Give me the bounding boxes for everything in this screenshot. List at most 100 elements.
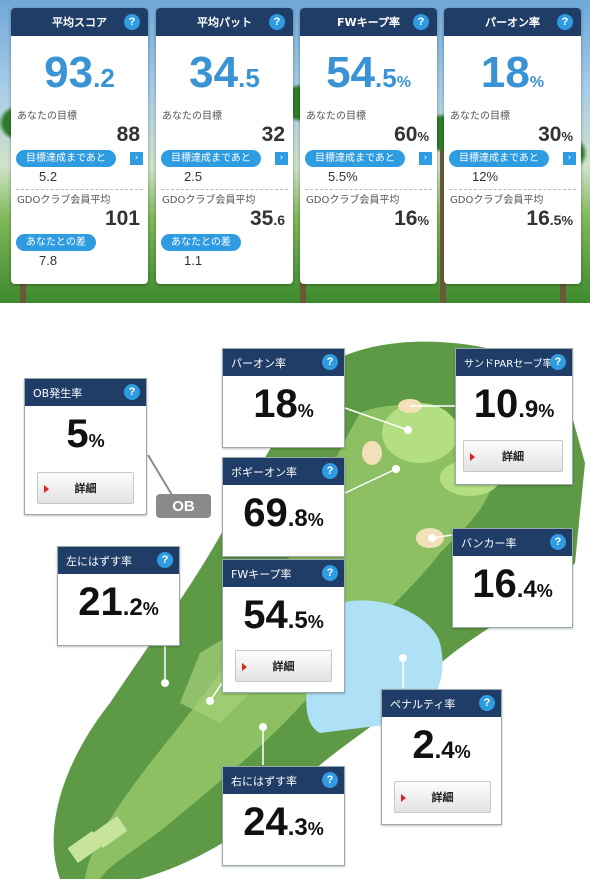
stat-value: 5% <box>66 412 105 456</box>
stat-card-average-score: 平均スコア ? 93.2 あなたの目標 88 目標達成まであと › 5.2 GD… <box>11 8 148 284</box>
triangle-right-icon <box>470 453 475 461</box>
chevron-right-icon[interactable]: › <box>419 152 432 165</box>
remaining-value: 5.5% <box>328 169 358 184</box>
card-title: FWキープ率 <box>231 567 292 581</box>
help-icon[interactable]: ? <box>124 14 140 30</box>
main-value: 18% <box>480 48 545 97</box>
stat-value: 24.3% <box>243 800 324 844</box>
card-header: バンカー率 ? <box>453 529 572 556</box>
card-title: パーオン率 <box>231 356 286 370</box>
divider <box>449 189 576 190</box>
goal-label: あなたの目標 <box>17 111 77 122</box>
card-header: 右にはずす率 ? <box>223 767 344 794</box>
triangle-right-icon <box>242 663 247 671</box>
goal-label: あなたの目標 <box>306 111 366 122</box>
goal-value: 30% <box>538 123 573 146</box>
card-title: バンカー率 <box>461 536 517 550</box>
remaining-value: 5.2 <box>39 169 58 184</box>
chevron-right-icon[interactable]: › <box>275 152 288 165</box>
map-card-par-on: パーオン率 ? 18% <box>222 348 345 448</box>
help-icon[interactable]: ? <box>557 14 573 30</box>
help-icon[interactable]: ? <box>124 384 140 400</box>
difference-value: 1.1 <box>184 253 203 268</box>
gdo-average-value: 16.5% <box>526 207 573 230</box>
tee-box <box>67 831 103 863</box>
card-title: FWキープ率 <box>337 16 400 29</box>
card-header: 左にはずす率 ? <box>58 547 179 574</box>
stat-value: 69.8% <box>243 491 324 535</box>
gdo-average-value: 101 <box>104 207 140 230</box>
remaining-badge: 目標達成まであと <box>305 150 405 167</box>
card-header: FWキープ率 ? <box>223 560 344 587</box>
difference-badge: あなたとの差 <box>161 234 241 251</box>
main-value: 54.5% <box>326 48 411 97</box>
stat-value: 21.2% <box>78 580 159 624</box>
help-icon[interactable]: ? <box>269 14 285 30</box>
help-icon[interactable]: ? <box>157 552 173 568</box>
stat-value: 18% <box>253 382 314 426</box>
divider <box>305 189 432 190</box>
main-value: 34.5 <box>189 48 260 97</box>
goal-label: あなたの目標 <box>162 111 222 122</box>
detail-button[interactable]: 詳細 <box>394 781 491 813</box>
card-title: ペナルティ率 <box>390 697 456 711</box>
card-title: ボギーオン率 <box>231 465 297 479</box>
stat-card-par-on: パーオン率 ? 18% あなたの目標 30% 目標達成まであと › 12% GD… <box>444 8 581 284</box>
card-title: 左にはずす率 <box>66 554 132 568</box>
help-icon[interactable]: ? <box>479 695 495 711</box>
card-title: サンドPARセーブ率 <box>464 359 553 370</box>
main-value: 93.2 <box>44 48 115 97</box>
goal-value: 88 <box>116 123 140 146</box>
bunker <box>362 441 382 465</box>
help-icon[interactable]: ? <box>550 354 566 370</box>
help-icon[interactable]: ? <box>322 565 338 581</box>
chevron-right-icon[interactable]: › <box>130 152 143 165</box>
card-title: 平均パット <box>197 16 252 29</box>
help-icon[interactable]: ? <box>322 354 338 370</box>
remaining-badge: 目標達成まであと <box>449 150 549 167</box>
difference-value: 7.8 <box>39 253 58 268</box>
chevron-right-icon[interactable]: › <box>563 152 576 165</box>
map-card-fw-keep: FWキープ率 ? 54.5% 詳細 <box>222 559 345 693</box>
triangle-right-icon <box>44 485 49 493</box>
card-header: パーオン率 ? <box>223 349 344 376</box>
help-icon[interactable]: ? <box>322 772 338 788</box>
stat-value: 10.9% <box>473 382 555 426</box>
card-title: 右にはずす率 <box>231 774 297 788</box>
help-icon[interactable]: ? <box>322 463 338 479</box>
green <box>382 403 458 463</box>
card-header: サンドPARセーブ率 ? <box>456 349 572 376</box>
gdo-average-label: GDOクラブ会員平均 <box>450 195 544 206</box>
triangle-right-icon <box>401 794 406 802</box>
detail-button[interactable]: 詳細 <box>235 650 332 682</box>
detail-button[interactable]: 詳細 <box>463 440 563 472</box>
card-header: OB発生率 ? <box>25 379 146 406</box>
card-header: ボギーオン率 ? <box>223 458 344 485</box>
stat-card-average-putt: 平均パット ? 34.5 あなたの目標 32 目標達成まであと › 2.5 GD… <box>156 8 293 284</box>
map-card-bunker: バンカー率 ? 16.4% <box>452 528 573 628</box>
card-header: 平均パット ? <box>156 8 293 36</box>
gdo-average-label: GDOクラブ会員平均 <box>17 195 111 206</box>
card-header: 平均スコア ? <box>11 8 148 36</box>
stat-value: 54.5% <box>243 593 324 637</box>
gdo-average-label: GDOクラブ会員平均 <box>162 195 256 206</box>
map-card-ob: OB発生率 ? 5% 詳細 <box>24 378 147 515</box>
card-header: ペナルティ率 ? <box>382 690 501 717</box>
detail-button[interactable]: 詳細 <box>37 472 134 504</box>
map-card-right-miss: 右にはずす率 ? 24.3% <box>222 766 345 866</box>
goal-value: 32 <box>261 123 285 146</box>
goal-label: あなたの目標 <box>450 111 510 122</box>
card-title: 平均スコア <box>52 16 107 29</box>
course-map: OB OB発生率 ? 5% 詳細 パーオン率 ? 18% サンドPARセーブ率 … <box>0 303 590 879</box>
help-icon[interactable]: ? <box>413 14 429 30</box>
card-title: OB発生率 <box>33 386 83 400</box>
remaining-badge: 目標達成まであと <box>16 150 116 167</box>
map-card-bogey-on: ボギーオン率 ? 69.8% <box>222 457 345 557</box>
gdo-average-value: 16% <box>394 207 429 230</box>
help-icon[interactable]: ? <box>550 534 566 550</box>
divider <box>161 189 288 190</box>
divider <box>16 189 143 190</box>
remaining-value: 2.5 <box>184 169 203 184</box>
goal-value: 60% <box>394 123 429 146</box>
difference-badge: あなたとの差 <box>16 234 96 251</box>
